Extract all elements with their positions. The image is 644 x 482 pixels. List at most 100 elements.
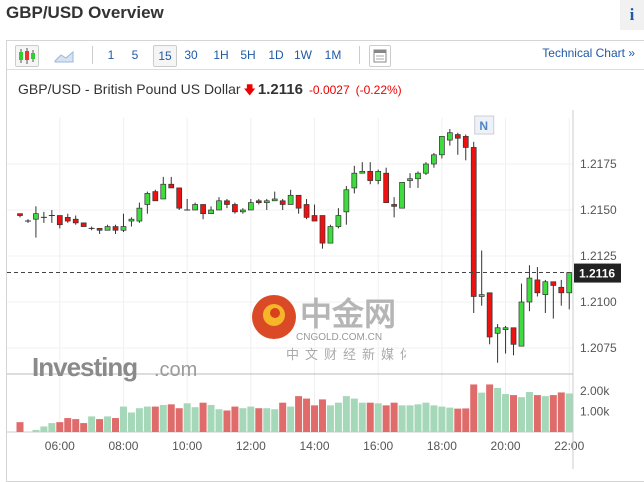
interval-1H[interactable]: 1H [213, 48, 229, 62]
candle-down [232, 204, 238, 213]
volume-bar [215, 409, 223, 432]
volume-bar [557, 392, 565, 432]
price-chart[interactable]: 1.2175 1.2150 1.2125 1.2100 1.2075 06:00 08:00… [0, 0, 644, 469]
candle-up [263, 200, 270, 203]
volume-bar [295, 396, 303, 432]
volume-bar [565, 393, 573, 432]
volume-bar [88, 416, 96, 432]
volume-bar [271, 409, 279, 432]
volume-bar [533, 395, 541, 432]
last-price-label: 1.2116 [579, 267, 615, 281]
volume-bar [462, 408, 470, 432]
volume-bar [96, 419, 104, 432]
interval-30[interactable]: 30 [184, 48, 198, 62]
volume-bar [502, 394, 510, 432]
candle-up [128, 218, 135, 222]
candle-up [144, 193, 151, 205]
candle-up [335, 215, 342, 227]
volume-bar [446, 407, 454, 432]
volume-bar [207, 404, 215, 432]
candle-up [271, 198, 278, 202]
volume-bar [40, 426, 48, 432]
interval-1M[interactable]: 1M [324, 48, 342, 62]
volume-bar [183, 403, 191, 432]
candle-up [431, 154, 437, 165]
divider [359, 46, 360, 64]
volume-bar [48, 423, 56, 432]
candlestick-chart-button[interactable] [15, 45, 39, 67]
price-change: -0.0027 [308, 83, 350, 97]
x-tick-label: 18:00 [427, 439, 457, 453]
volume-bar [287, 406, 295, 432]
interval-5[interactable]: 5 [131, 48, 139, 62]
candle-down [56, 215, 63, 226]
volume-bar [470, 384, 478, 432]
info-button[interactable]: i [620, 0, 644, 30]
volume-bar [342, 396, 350, 432]
x-tick-label: 14:00 [300, 439, 330, 453]
volume-bar [422, 402, 430, 432]
candle-up [415, 172, 421, 180]
x-tick-label: 06:00 [45, 439, 75, 453]
candle-down [462, 136, 469, 148]
volume-bar [72, 419, 80, 432]
volume-bar [32, 429, 40, 432]
candle-down [200, 204, 206, 215]
candle-down [152, 191, 159, 202]
candle-down [96, 228, 103, 231]
candle-up [375, 171, 382, 181]
x-tick-label: 08:00 [108, 439, 138, 453]
instrument-name: GBP/USD - British Pound US Dollar [18, 81, 241, 97]
candle-up [446, 132, 453, 141]
volume-bar [438, 406, 446, 432]
layout-icon [373, 49, 387, 63]
quote-line: GBP/USD - British Pound US Dollar 🡇 1.2116… [18, 81, 402, 102]
area-chart-button[interactable] [53, 45, 75, 65]
volume-bar [366, 402, 374, 432]
volume-bar [549, 395, 557, 432]
news-marker-label: N [479, 119, 488, 133]
y-tick-label: 1.2125 [580, 249, 617, 263]
volume-bar [334, 402, 342, 432]
volume-bar [390, 402, 398, 432]
volume-bar [56, 422, 64, 432]
candle-down [80, 222, 87, 227]
interval-1W[interactable]: 1W [294, 48, 312, 62]
candle-up [120, 226, 127, 231]
divider [92, 46, 93, 64]
volume-bar [64, 418, 72, 432]
interval-5H[interactable]: 5H [240, 48, 256, 62]
candle-down [470, 147, 477, 297]
layout-button[interactable] [369, 45, 391, 67]
volume-tick-label: 2.00k [580, 384, 610, 398]
volume-bar [510, 395, 518, 432]
interval-1D[interactable]: 1D [268, 48, 284, 62]
volume-bar [318, 399, 326, 432]
volume-bar [143, 406, 151, 432]
volume-bar [104, 416, 112, 432]
investing-logo: Investing [32, 352, 137, 382]
candle-up [33, 213, 39, 220]
volume-bar [382, 405, 390, 432]
volume-bar [223, 410, 231, 432]
area-chart-icon [54, 50, 74, 63]
volume-bar [151, 406, 159, 432]
interval-1[interactable]: 1 [107, 48, 115, 62]
page-title: GBP/USD Overview [6, 3, 164, 22]
news-marker[interactable] [474, 115, 495, 135]
volume-bar [398, 405, 406, 432]
candle-up [136, 207, 143, 222]
technical-chart-link[interactable]: Technical Chart » [542, 46, 635, 60]
candle-down [64, 217, 71, 222]
interval-15[interactable]: 15 [153, 45, 177, 67]
last-price-label-bg [574, 263, 621, 283]
candle-down [255, 200, 262, 203]
x-tick-label: 20:00 [491, 439, 521, 453]
volume-bar [311, 405, 319, 432]
candle-down [295, 194, 302, 209]
y-tick-label: 1.2100 [580, 295, 617, 309]
candle-up [399, 182, 405, 209]
volume-bar [430, 405, 438, 432]
candle-down [534, 279, 541, 294]
last-price: 1.2116 [257, 81, 303, 98]
